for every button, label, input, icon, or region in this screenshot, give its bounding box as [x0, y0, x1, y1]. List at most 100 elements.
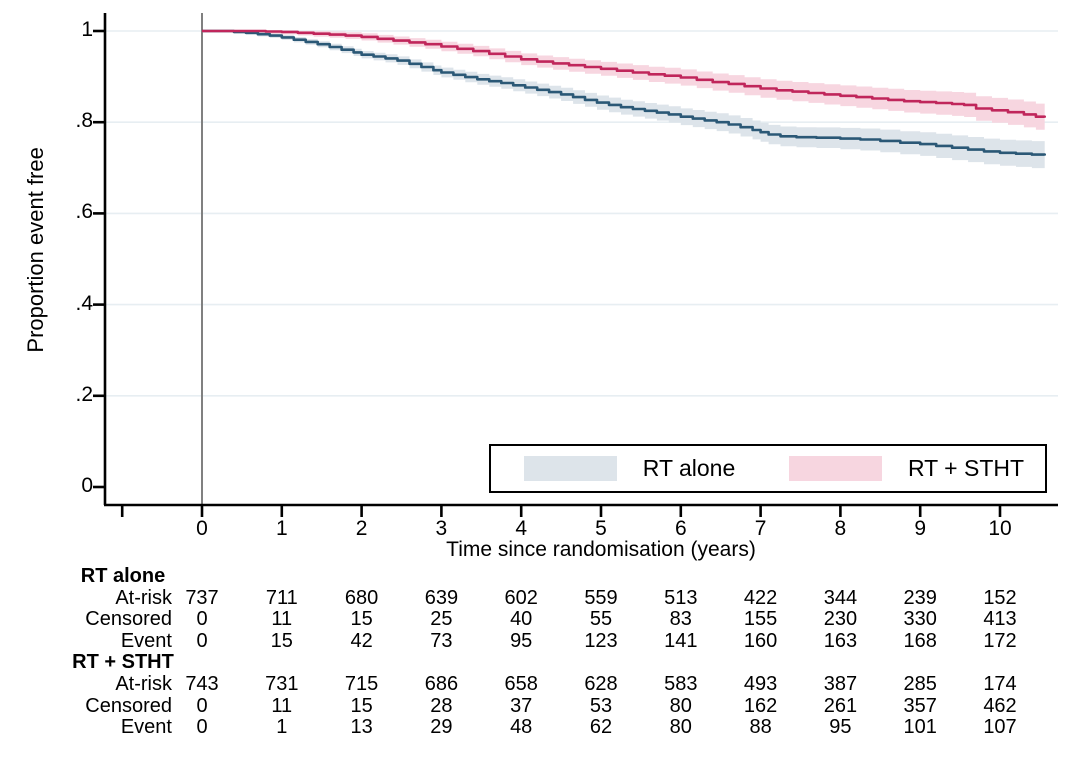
risk-value: 330 — [903, 608, 937, 631]
km-curve-rt-stht — [202, 29, 1046, 118]
risk-value: 0 — [196, 694, 208, 717]
risk-value: 261 — [823, 694, 858, 717]
risk-value: 95 — [510, 629, 533, 652]
y-tick-label: .6 — [75, 200, 93, 224]
risk-value: 162 — [743, 694, 778, 717]
risk-value: 160 — [743, 629, 778, 652]
risk-row-label: Censored — [85, 608, 172, 631]
risk-value: 11 — [271, 608, 293, 631]
risk-value: 239 — [903, 586, 937, 609]
risk-value: 141 — [664, 629, 698, 652]
risk-row-label: Censored — [85, 694, 172, 717]
y-tick-label: .4 — [75, 291, 93, 315]
risk-value: 80 — [669, 694, 692, 717]
risk-value: 344 — [823, 586, 858, 609]
legend-swatch-rt-alone — [523, 456, 617, 481]
risk-value: 422 — [743, 586, 778, 609]
risk-value: 73 — [430, 629, 453, 652]
risk-value: 28 — [430, 694, 453, 717]
risk-value: 413 — [983, 608, 1017, 631]
risk-value: 29 — [430, 716, 453, 739]
risk-value: 55 — [589, 608, 613, 631]
y-axis-title: Proportion event free — [23, 147, 49, 353]
risk-value: 123 — [584, 629, 618, 652]
y-tick-label: 1 — [81, 18, 93, 41]
x-tick-label: 8 — [834, 517, 847, 540]
risk-value: 715 — [344, 673, 379, 695]
risk-value: 513 — [664, 586, 698, 609]
y-tick-label: 0 — [81, 474, 93, 497]
risk-value: 15 — [350, 608, 373, 631]
x-tick-label: 10 — [988, 517, 1012, 540]
risk-value: 731 — [265, 673, 299, 695]
risk-value: 387 — [823, 673, 858, 695]
x-tick-label: 7 — [754, 517, 767, 540]
risk-value: 0 — [196, 716, 208, 739]
risk-value: 48 — [510, 716, 533, 739]
y-tick-label: .8 — [75, 109, 93, 133]
legend-label-rt-alone: RT alone — [642, 455, 736, 481]
risk-value: 42 — [350, 629, 373, 652]
risk-value: 53 — [589, 694, 613, 717]
x-tick-label: 3 — [435, 517, 448, 540]
risk-value: 230 — [823, 608, 858, 631]
risk-value: 172 — [983, 629, 1017, 652]
x-axis-title: Time since randomisation (years) — [446, 538, 756, 561]
risk-value: 680 — [344, 586, 379, 609]
km-curve-rt-alone — [202, 29, 1046, 156]
x-tick-label: 2 — [355, 517, 368, 540]
risk-value: 62 — [589, 716, 613, 739]
risk-value: 711 — [265, 586, 298, 609]
risk-group-header-rt-stht: RT + STHT — [72, 651, 174, 674]
risk-value: 686 — [424, 673, 459, 695]
risk-value: 15 — [270, 629, 293, 652]
risk-value: 0 — [196, 629, 208, 652]
risk-value: 13 — [350, 716, 373, 739]
legend-swatch-rt-stht — [788, 456, 882, 481]
x-tick-label: 1 — [275, 517, 288, 540]
risk-group-header-rt-alone: RT alone — [80, 565, 166, 587]
risk-value: 11 — [271, 694, 293, 717]
x-tick-label: 5 — [595, 517, 607, 540]
risk-value: 559 — [584, 586, 618, 609]
risk-value: 88 — [749, 716, 772, 739]
risk-value: 107 — [983, 716, 1017, 739]
x-tick-label: 9 — [914, 517, 927, 540]
legend-box: RT alone RT + STHT — [489, 444, 1047, 493]
risk-value: 101 — [903, 716, 937, 739]
y-tick-label: .2 — [75, 382, 93, 406]
risk-value: 602 — [504, 586, 538, 609]
risk-value: 628 — [584, 673, 618, 695]
risk-row-label: Event — [120, 629, 172, 652]
risk-value: 174 — [983, 673, 1017, 695]
risk-value: 658 — [504, 673, 538, 695]
risk-value: 168 — [903, 629, 937, 652]
risk-value: 15 — [350, 694, 373, 717]
legend-label-rt-stht: RT + STHT — [907, 455, 1025, 481]
risk-value: 37 — [510, 694, 533, 717]
risk-value: 95 — [829, 716, 852, 739]
x-tick-label: 4 — [515, 517, 528, 540]
risk-value: 25 — [430, 608, 453, 631]
risk-row-label: At-risk — [115, 673, 172, 695]
risk-value: 462 — [983, 694, 1017, 717]
risk-value: 40 — [510, 608, 533, 631]
risk-value: 285 — [903, 673, 937, 695]
risk-value: 155 — [743, 608, 778, 631]
risk-value: 583 — [664, 673, 698, 695]
risk-value: 493 — [743, 673, 778, 695]
risk-value: 357 — [903, 694, 937, 717]
ci-band-rt-alone — [202, 31, 1045, 170]
risk-value: 152 — [983, 586, 1017, 609]
risk-value: 80 — [669, 716, 692, 739]
risk-value: 743 — [185, 673, 219, 695]
legend-item-rt-alone: RT alone — [491, 455, 768, 482]
risk-value: 737 — [185, 586, 219, 609]
risk-value: 1 — [276, 716, 288, 739]
risk-value: 163 — [823, 629, 858, 652]
x-tick-label: 0 — [196, 517, 208, 540]
risk-value: 83 — [669, 608, 692, 631]
risk-value: 639 — [424, 586, 459, 609]
